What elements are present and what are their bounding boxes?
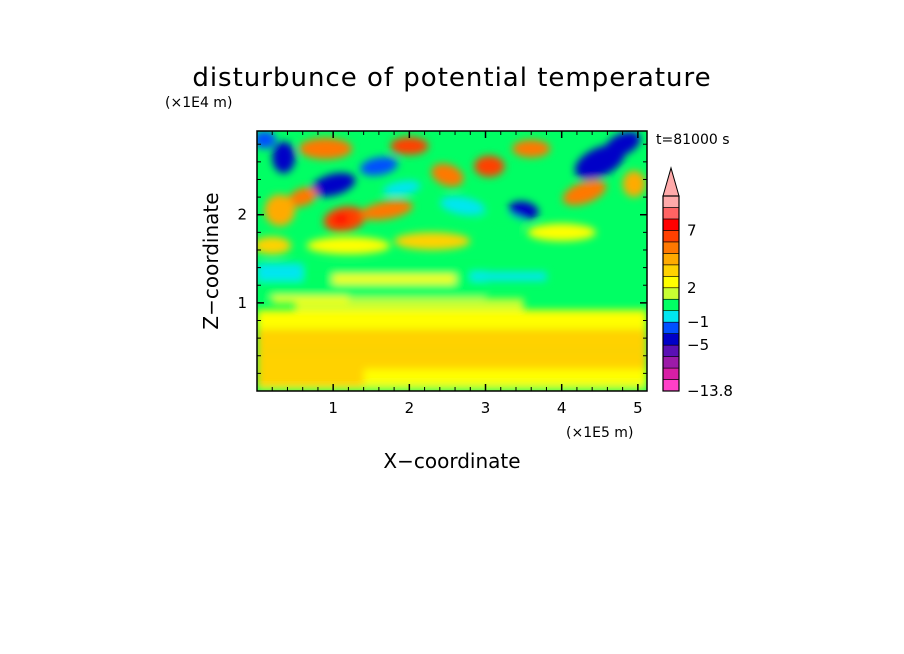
colorbar-frame — [662, 195, 680, 392]
field-blob-23 — [382, 180, 421, 196]
field-blob-14 — [562, 180, 607, 206]
field-layer-3 — [257, 329, 647, 352]
field-blob-19 — [257, 236, 292, 255]
field-blob-21 — [527, 223, 596, 242]
colorbar-band-15 — [662, 207, 680, 220]
x-tick-label-1: 2 — [405, 399, 415, 417]
time-label: t=81000 s — [656, 132, 730, 148]
field-blob-0 — [310, 172, 356, 197]
colorbar-band-5 — [662, 321, 680, 334]
colorbar-band-14 — [662, 218, 680, 231]
colorbar-label-2: −1 — [687, 313, 709, 331]
x-axis-label: X−coordinate — [383, 449, 520, 473]
field-blob-7 — [360, 156, 398, 176]
colorbar-extend-arrow — [662, 166, 680, 197]
field-blob-10 — [474, 155, 505, 177]
colorbar-label-3: −5 — [687, 336, 709, 354]
field-blob-6 — [288, 187, 318, 207]
field-layer-4 — [257, 309, 647, 330]
field-layer-0 — [257, 383, 647, 391]
y-axis-label: Z−coordinate — [199, 192, 223, 329]
colorbar-band-4 — [662, 333, 680, 346]
field-layer-9 — [257, 263, 303, 281]
x-tick-label-3: 4 — [557, 399, 567, 417]
field-layer-10 — [333, 274, 456, 284]
field-blob-18 — [264, 194, 296, 227]
y-axis: 12 — [237, 143, 647, 374]
field-blob-25 — [257, 131, 277, 149]
colorbar-band-6 — [662, 310, 680, 323]
y-tick-label-1: 2 — [237, 206, 247, 224]
colorbar: 7 2 −1 −5 −13.8 — [662, 166, 733, 400]
field-blob-22 — [477, 214, 524, 233]
field-blob-2 — [333, 213, 349, 225]
field-blob-3 — [272, 141, 296, 174]
field-layer-5 — [295, 298, 524, 310]
field-blob-11 — [508, 201, 539, 220]
x-tick-label-0: 1 — [328, 399, 338, 417]
chart-title: disturbunce of potential temperature — [192, 63, 711, 93]
colorbar-band-12 — [662, 241, 680, 254]
colorbar-band-7 — [662, 298, 680, 312]
x-axis: 1 2 3 4 5 — [271, 131, 643, 417]
plot-frame — [256, 130, 648, 392]
x-tick-label-2: 3 — [481, 399, 491, 417]
field-blob-17 — [306, 236, 391, 255]
field-layer-11 — [470, 272, 547, 281]
field-blob-16 — [394, 232, 471, 250]
colorbar-band-1 — [662, 367, 680, 380]
y-tick-label-0: 1 — [237, 294, 247, 312]
colorbar-band-2 — [662, 356, 680, 369]
field-blob-20 — [440, 196, 486, 216]
colorbar-label-0: 7 — [687, 221, 697, 239]
field-blob-4 — [298, 138, 353, 160]
colorbar-band-0 — [662, 379, 680, 392]
colorbar-band-13 — [662, 230, 680, 243]
colorbar-band-10 — [662, 264, 680, 277]
colorbar-label-4: −13.8 — [687, 382, 733, 400]
field-blob-15 — [604, 131, 641, 157]
field-blob-8 — [390, 137, 429, 155]
x-tick-label-4: 5 — [633, 399, 643, 417]
field-layer-6 — [257, 360, 364, 387]
y-unit-label: (×1E4 m) — [165, 95, 232, 111]
field-blob-24 — [622, 170, 646, 198]
x-unit-label: (×1E5 m) — [566, 425, 633, 441]
field-blob-9 — [431, 163, 464, 187]
heatmap-field — [257, 131, 647, 391]
colorbar-label-1: 2 — [687, 279, 697, 297]
colorbar-band-8 — [662, 287, 680, 300]
field-layer-8 — [272, 296, 349, 303]
colorbar-band-9 — [662, 275, 680, 289]
field-blob-5 — [360, 200, 413, 221]
colorbar-band-3 — [662, 344, 680, 357]
colorbar-band-11 — [662, 253, 680, 266]
field-blob-12 — [512, 139, 551, 158]
colorbar-band-16 — [662, 195, 680, 208]
